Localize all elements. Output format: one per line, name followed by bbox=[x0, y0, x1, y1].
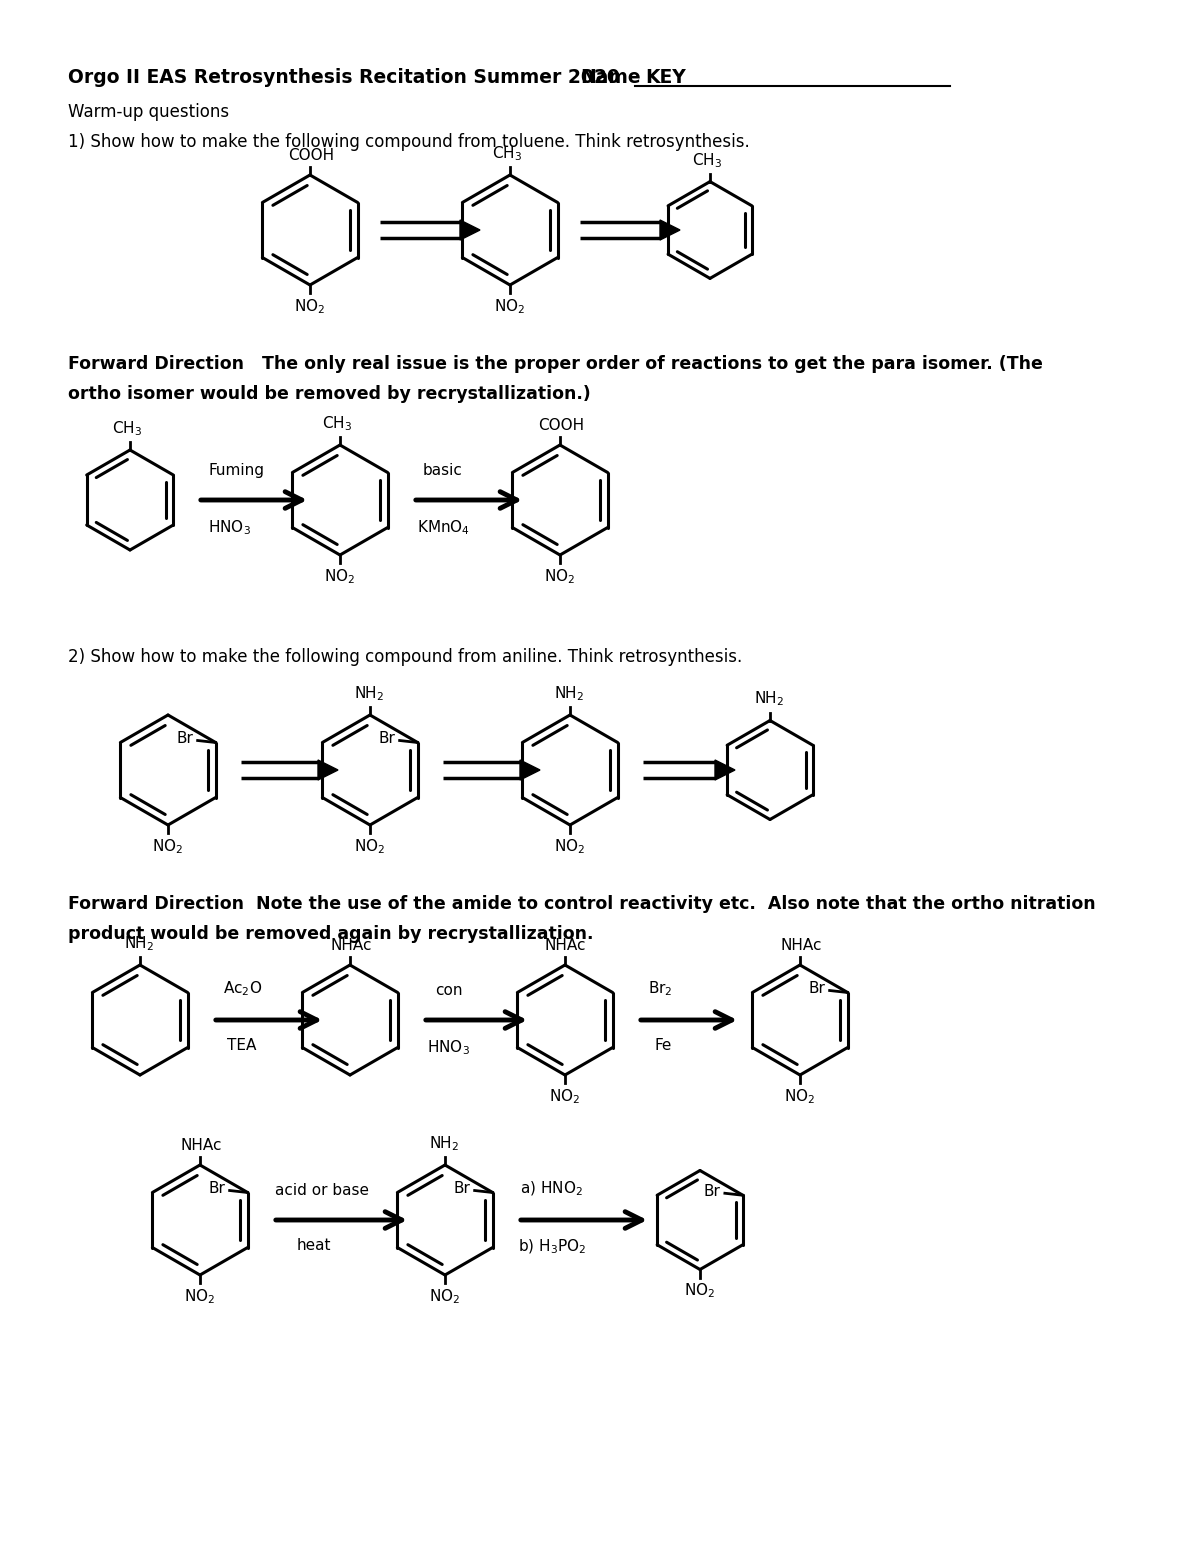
Text: Br: Br bbox=[379, 731, 396, 745]
Text: 1) Show how to make the following compound from toluene. Think retrosynthesis.: 1) Show how to make the following compou… bbox=[68, 134, 750, 151]
Text: NO$_2$: NO$_2$ bbox=[152, 837, 184, 856]
Polygon shape bbox=[460, 221, 480, 241]
Polygon shape bbox=[660, 221, 680, 241]
Text: ortho isomer would be removed by recrystallization.): ortho isomer would be removed by recryst… bbox=[68, 385, 590, 402]
Text: NO$_2$: NO$_2$ bbox=[324, 567, 355, 585]
Text: COOH: COOH bbox=[288, 148, 334, 163]
Text: CH$_3$: CH$_3$ bbox=[112, 419, 142, 438]
Text: heat: heat bbox=[298, 1238, 331, 1253]
Text: TEA: TEA bbox=[227, 1037, 257, 1053]
Text: NH$_2$: NH$_2$ bbox=[124, 935, 155, 954]
Polygon shape bbox=[318, 759, 338, 780]
Text: NHAc: NHAc bbox=[780, 938, 822, 954]
Text: Br: Br bbox=[209, 1180, 226, 1196]
Text: con: con bbox=[436, 983, 462, 999]
Text: CH$_3$: CH$_3$ bbox=[322, 415, 352, 433]
Text: COOH: COOH bbox=[538, 418, 584, 433]
Text: b) H$_3$PO$_2$: b) H$_3$PO$_2$ bbox=[518, 1238, 587, 1256]
Text: product would be removed again by recrystallization.: product would be removed again by recrys… bbox=[68, 926, 594, 943]
Text: KEY: KEY bbox=[646, 68, 685, 87]
Text: Forward Direction   The only real issue is the proper order of reactions to get : Forward Direction The only real issue is… bbox=[68, 356, 1043, 373]
Text: Br: Br bbox=[454, 1180, 470, 1196]
Text: NO$_2$: NO$_2$ bbox=[294, 297, 325, 315]
Text: Br: Br bbox=[809, 981, 826, 995]
Text: NO$_2$: NO$_2$ bbox=[184, 1287, 215, 1306]
Text: Fe: Fe bbox=[655, 1037, 672, 1053]
Text: basic: basic bbox=[424, 463, 463, 478]
Text: HNO$_3$: HNO$_3$ bbox=[208, 519, 251, 537]
Text: Fuming: Fuming bbox=[208, 463, 264, 478]
Text: NO$_2$: NO$_2$ bbox=[550, 1087, 581, 1106]
Text: Orgo II EAS Retrosynthesis Recitation Summer 2020: Orgo II EAS Retrosynthesis Recitation Su… bbox=[68, 68, 620, 87]
Text: NO$_2$: NO$_2$ bbox=[430, 1287, 461, 1306]
Text: NO$_2$: NO$_2$ bbox=[784, 1087, 815, 1106]
Text: Ac$_2$O: Ac$_2$O bbox=[223, 980, 263, 999]
Polygon shape bbox=[520, 759, 540, 780]
Polygon shape bbox=[715, 759, 734, 780]
Text: NO$_2$: NO$_2$ bbox=[554, 837, 586, 856]
Text: NO$_2$: NO$_2$ bbox=[354, 837, 385, 856]
Text: Name: Name bbox=[580, 68, 641, 87]
Text: NHAc: NHAc bbox=[180, 1138, 222, 1152]
Text: NH$_2$: NH$_2$ bbox=[754, 690, 785, 708]
Text: NH$_2$: NH$_2$ bbox=[554, 685, 584, 704]
Text: KMnO$_4$: KMnO$_4$ bbox=[418, 519, 470, 537]
Text: a) HNO$_2$: a) HNO$_2$ bbox=[520, 1180, 583, 1197]
Text: NHAc: NHAc bbox=[330, 938, 372, 954]
Text: NO$_2$: NO$_2$ bbox=[544, 567, 575, 585]
Text: HNO$_3$: HNO$_3$ bbox=[427, 1037, 470, 1056]
Text: acid or base: acid or base bbox=[275, 1183, 370, 1197]
Text: NO$_2$: NO$_2$ bbox=[684, 1281, 715, 1300]
Text: CH$_3$: CH$_3$ bbox=[492, 144, 522, 163]
Text: NH$_2$: NH$_2$ bbox=[354, 685, 384, 704]
Text: Forward Direction  Note the use of the amide to control reactivity etc.  Also no: Forward Direction Note the use of the am… bbox=[68, 895, 1096, 913]
Text: NHAc: NHAc bbox=[545, 938, 587, 954]
Text: NH$_2$: NH$_2$ bbox=[430, 1134, 460, 1152]
Text: 2) Show how to make the following compound from aniline. Think retrosynthesis.: 2) Show how to make the following compou… bbox=[68, 648, 743, 666]
Text: Br: Br bbox=[704, 1183, 721, 1199]
Text: CH$_3$: CH$_3$ bbox=[692, 151, 722, 169]
Text: Br$_2$: Br$_2$ bbox=[648, 980, 672, 999]
Text: Br: Br bbox=[176, 731, 193, 745]
Text: Warm-up questions: Warm-up questions bbox=[68, 102, 229, 121]
Text: NO$_2$: NO$_2$ bbox=[494, 297, 526, 315]
